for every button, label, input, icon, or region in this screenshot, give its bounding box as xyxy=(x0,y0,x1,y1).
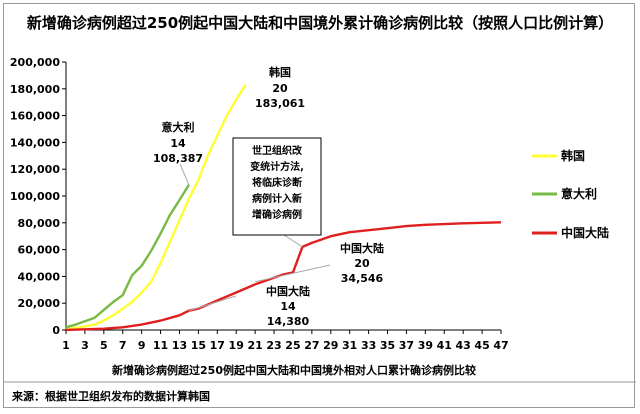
legend-item-china: 中国大陆 xyxy=(532,225,609,240)
x-tick-label: 11 xyxy=(153,339,168,352)
x-tick-label: 31 xyxy=(342,339,357,352)
legend-label-korea: 韩国 xyxy=(561,148,585,163)
x-tick-label: 39 xyxy=(418,339,433,352)
annotation-korea-day: 20 xyxy=(272,82,288,95)
x-tick-label: 15 xyxy=(191,339,206,352)
x-tick-label: 27 xyxy=(304,339,319,352)
source-note: 来源：根据世卫组织发布的数据计算韩国 xyxy=(11,389,210,403)
chart-frame: 新增确诊病例超过250例起中国大陆和中国境外累计确诊病例比较（按照人口比例计算）… xyxy=(3,3,636,408)
leader-callout xyxy=(283,234,303,248)
annotation-korea-label: 韩国 xyxy=(269,65,291,79)
y-tick-label: 100,000 xyxy=(10,190,60,203)
annotation-italy-label: 意大利 xyxy=(162,120,195,134)
annotation-leaders xyxy=(179,163,331,312)
y-tick-label: 120,000 xyxy=(10,163,60,176)
annotation-italy: 意大利 14 108,387 xyxy=(153,120,203,165)
x-tick-label: 5 xyxy=(100,339,108,352)
y-tick-label: 140,000 xyxy=(10,136,60,149)
legend-item-italy: 意大利 xyxy=(532,186,597,201)
x-tick-label: 41 xyxy=(437,339,452,352)
chart-title: 新增确诊病例超过250例起中国大陆和中国境外累计确诊病例比较（按照人口比例计算） xyxy=(27,14,613,32)
callout-line-4: 病例计入新 xyxy=(252,192,302,205)
x-tick-label: 13 xyxy=(172,339,187,352)
legend-label-china: 中国大陆 xyxy=(561,225,609,240)
x-tick-label: 7 xyxy=(119,339,127,352)
y-tick-label: 20,000 xyxy=(18,297,61,310)
x-tick-label: 35 xyxy=(380,339,395,352)
series-line-china xyxy=(65,221,502,332)
y-tick-label: 60,000 xyxy=(18,244,61,257)
annotation-korea: 韩国 20 183,061 xyxy=(255,65,305,110)
x-tick-label: 21 xyxy=(247,339,262,352)
annotation-china20-label: 中国大陆 xyxy=(340,241,384,255)
y-tick-label: 200,000 xyxy=(10,56,60,69)
annotation-china-day20: 中国大陆 20 34,546 xyxy=(340,241,384,285)
series-line-korea xyxy=(65,84,247,331)
x-tick-label: 9 xyxy=(138,339,146,352)
callout-border xyxy=(232,137,322,236)
line-chart: 新增确诊病例超过250例起中国大陆和中国境外累计确诊病例比较（按照人口比例计算）… xyxy=(4,14,636,403)
y-tick-label: 40,000 xyxy=(18,270,61,283)
x-tick-label: 3 xyxy=(81,339,89,352)
x-tick-label: 1 xyxy=(62,339,70,352)
annotation-china14-value: 14,380 xyxy=(267,315,310,328)
x-tick-label: 25 xyxy=(285,339,300,352)
annotation-italy-day: 14 xyxy=(170,137,186,150)
y-ticks: 0 20,000 40,000 60,000 80,000 100,000 120,000 1… xyxy=(10,56,66,337)
callout-line-1: 世卫组织改 xyxy=(252,144,303,157)
x-axis-label: 新增确诊病例超过250例起中国大陆和中国境外相对人口累计确诊病例比较 xyxy=(112,363,476,377)
legend-label-italy: 意大利 xyxy=(561,186,597,201)
annotation-china20-value: 34,546 xyxy=(341,272,384,285)
x-tick-label: 45 xyxy=(474,339,489,352)
x-ticks: 1 3 5 7 9 11 13 15 17 19 21 23 25 27 29 31 33 35 37 39 41 43 4… xyxy=(62,330,509,352)
y-tick-label: 80,000 xyxy=(18,217,61,230)
callout-line-5: 增确诊病例 xyxy=(252,208,302,221)
x-tick-label: 19 xyxy=(229,339,244,352)
y-tick-label: 0 xyxy=(52,324,60,337)
annotation-italy-value: 108,387 xyxy=(153,152,203,165)
leader-italy xyxy=(179,163,190,185)
callout-line-2: 变统计方法, xyxy=(250,160,304,173)
x-tick-label: 29 xyxy=(323,339,338,352)
leader-china-day14 xyxy=(188,295,237,312)
annotation-china14-label: 中国大陆 xyxy=(266,284,310,298)
y-tick-label: 180,000 xyxy=(10,83,60,96)
x-tick-label: 47 xyxy=(493,339,508,352)
annotation-china14-day: 14 xyxy=(280,300,296,313)
leader-china-day20 xyxy=(255,264,331,283)
y-tick-label: 160,000 xyxy=(10,110,60,123)
legend-item-korea: 韩国 xyxy=(532,148,585,163)
x-tick-label: 17 xyxy=(210,339,225,352)
legend: 韩国 意大利 中国大陆 xyxy=(532,148,609,240)
x-tick-label: 43 xyxy=(456,339,471,352)
callout-line-3: 将临床诊断 xyxy=(252,176,302,189)
series-line-italy xyxy=(65,184,190,329)
x-tick-label: 33 xyxy=(361,339,376,352)
series-lines xyxy=(65,84,502,332)
x-tick-label: 37 xyxy=(399,339,414,352)
annotation-china20-day: 20 xyxy=(354,257,370,270)
annotation-china-day14: 中国大陆 14 14,380 xyxy=(266,284,310,328)
x-tick-label: 23 xyxy=(266,339,281,352)
callout-box: 世卫组织改 变统计方法, 将临床诊断 病例计入新 增确诊病例 xyxy=(232,137,322,236)
annotation-korea-value: 183,061 xyxy=(255,97,305,110)
